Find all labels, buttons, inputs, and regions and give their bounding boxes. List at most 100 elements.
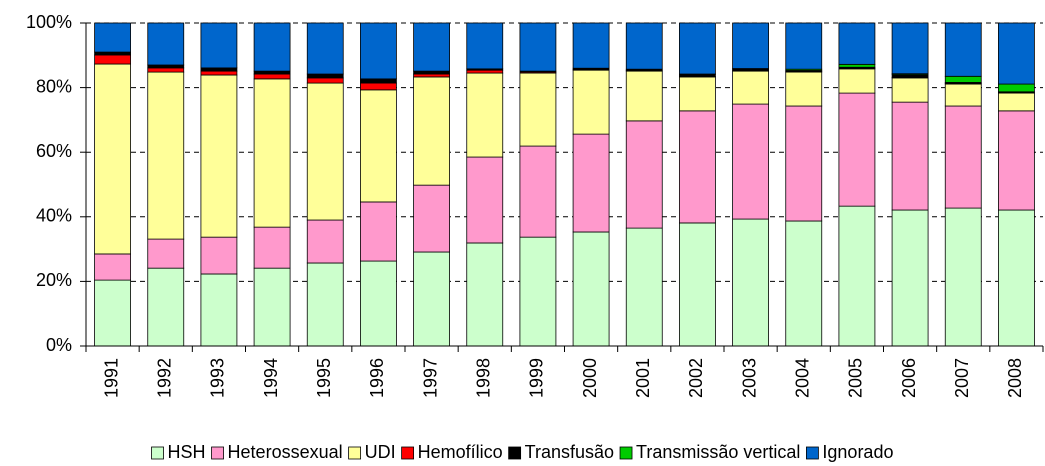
bar-segment [732, 218, 769, 347]
x-tick-label: 2003 [739, 358, 759, 398]
bar-segment [572, 231, 610, 347]
bar-segment [413, 76, 450, 186]
bar-segment [306, 262, 344, 347]
bar-segment [360, 201, 397, 262]
legend-label: Ignorado [822, 442, 893, 462]
legend-swatch [619, 446, 633, 460]
bar-segment [200, 22, 238, 69]
bar-segment [466, 156, 504, 244]
bar-segment [94, 279, 131, 347]
legend-label: Transmissão vertical [636, 442, 800, 462]
bar-segment [466, 22, 504, 70]
legend-label: Heterossexual [228, 442, 343, 462]
bar-segment [147, 71, 185, 240]
bar-segment [998, 83, 1035, 93]
bar-segment [253, 267, 291, 347]
bar-segment [253, 22, 291, 72]
bar-segment [147, 267, 185, 347]
bar-segment [679, 222, 716, 347]
bar-segment [306, 22, 344, 75]
y-tick-label: 60% [36, 141, 72, 161]
x-tick-label: 2005 [846, 358, 866, 398]
bar-segment [306, 77, 344, 84]
bar-segment [306, 73, 344, 79]
bar-segment [625, 120, 663, 229]
y-tick-label: 80% [36, 76, 72, 96]
bar-segment [838, 68, 876, 94]
bar-segment [253, 73, 291, 80]
bar-segment [200, 273, 238, 347]
bar-segment [360, 89, 397, 203]
bar-segment [519, 22, 557, 72]
x-tick-label: 2002 [686, 358, 706, 398]
bar-segment [360, 82, 397, 91]
x-tick-label: 1992 [155, 358, 175, 398]
bar-segment [413, 73, 450, 78]
x-tick-label: 1993 [208, 358, 228, 398]
bar-segment [147, 67, 185, 73]
bar-segment [306, 219, 344, 264]
x-tick-label: 2006 [899, 358, 919, 398]
bar-segment [944, 207, 982, 347]
x-tick-label: 1999 [527, 358, 547, 398]
bar-segment [838, 92, 876, 207]
legend-label: Transfusão [525, 442, 614, 462]
bar-segment [200, 70, 238, 76]
x-tick-label: 2001 [633, 358, 653, 398]
bar-segment [94, 54, 131, 65]
bar-segment [413, 251, 450, 347]
bar-segment [625, 22, 663, 70]
x-tick-label: 2004 [793, 358, 813, 398]
bar-segment [891, 101, 929, 211]
bar-segment [625, 227, 663, 347]
bar-segment [519, 72, 557, 147]
x-tick-label: 1994 [261, 358, 281, 398]
bar-segment [94, 63, 131, 255]
legend-swatch [508, 446, 522, 460]
bar-segment [94, 51, 131, 56]
bar-segment [519, 236, 557, 347]
bar-segment [679, 22, 716, 75]
x-tick-label: 1995 [314, 358, 334, 398]
bar-segment [413, 70, 450, 75]
bar-segment [998, 92, 1035, 112]
legend-label: UDI [365, 442, 396, 462]
bar-segment [944, 75, 982, 83]
bar-segment [732, 70, 769, 105]
bar-segment [944, 83, 982, 107]
bar-segment [200, 67, 238, 72]
bar-segment [253, 70, 291, 75]
legend-swatch [151, 446, 164, 460]
bar-segment [838, 63, 876, 68]
x-tick-label: 2000 [580, 358, 600, 398]
bar-segment [466, 242, 504, 347]
bar-segment [679, 76, 716, 112]
bar-segment [625, 70, 663, 122]
legend-swatch [401, 446, 415, 460]
bar-segment [998, 22, 1035, 85]
bar-segment [253, 78, 291, 228]
bar-segment [306, 82, 344, 221]
bar-segment [891, 77, 929, 103]
x-tick-label: 1998 [474, 358, 494, 398]
bar-segment [413, 22, 450, 72]
x-tick-label: 1991 [101, 358, 121, 398]
bar-segment [572, 133, 610, 233]
bar-segment [147, 22, 185, 66]
bar-segment [360, 78, 397, 84]
bar-segment [466, 72, 504, 158]
bar-segment [572, 69, 610, 135]
bar-segment [785, 71, 823, 107]
legend-label: Hemofílico [418, 442, 503, 462]
bar-segment [360, 22, 397, 80]
bar-segment [998, 209, 1035, 347]
bar-segment [572, 22, 610, 69]
x-tick-label: 1996 [367, 358, 387, 398]
y-tick-label: 100% [26, 12, 72, 32]
bar-segment [944, 105, 982, 209]
bar-segment [94, 22, 131, 53]
legend-swatch [348, 446, 362, 460]
bar-segment [732, 22, 769, 69]
bar-segment [147, 64, 185, 69]
bar-segment [785, 220, 823, 347]
